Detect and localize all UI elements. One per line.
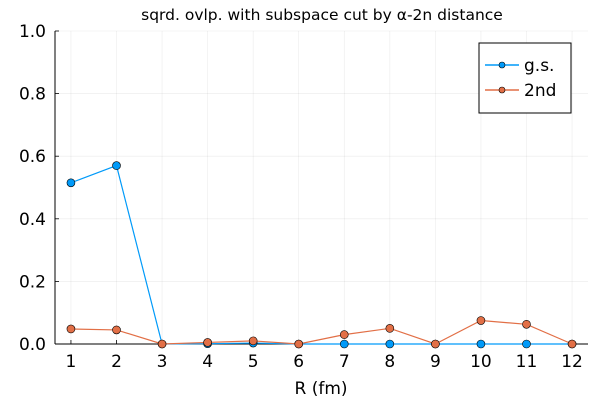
legend: g.s. 2nd <box>478 42 572 114</box>
data-point <box>567 339 577 349</box>
chart-title: sqrd. ovlp. with subspace cut by α-2n di… <box>141 6 503 24</box>
y-tick-label: 0.2 <box>19 272 46 292</box>
x-tick-label: 9 <box>430 352 441 372</box>
y-tick-labels: 0.0 0.2 0.4 0.6 0.8 1.0 <box>19 22 46 355</box>
x-tick-label: 3 <box>157 352 168 372</box>
x-tick-label: 7 <box>339 352 350 372</box>
x-tick-label: 10 <box>470 352 492 372</box>
x-axis-label: R (fm) <box>294 379 347 399</box>
x-tick-label: 11 <box>516 352 538 372</box>
x-tick-labels: 1 2 3 4 5 6 7 8 9 10 11 12 <box>66 352 583 372</box>
legend-box <box>478 42 572 114</box>
data-point <box>157 339 167 349</box>
data-point <box>339 339 349 349</box>
y-tick-label: 0.4 <box>19 210 46 230</box>
x-tick-label: 6 <box>293 352 304 372</box>
series-layer <box>66 161 577 349</box>
legend-marker <box>498 61 506 69</box>
data-point <box>476 339 486 349</box>
data-point <box>431 339 440 349</box>
legend-label: g.s. <box>524 56 554 76</box>
data-point <box>385 339 395 349</box>
data-point <box>66 178 76 188</box>
x-tick-label: 4 <box>202 352 213 372</box>
data-point <box>522 319 531 329</box>
data-point <box>112 325 121 335</box>
x-tick-label: 2 <box>111 352 122 372</box>
y-tick-label: 0.8 <box>19 85 46 105</box>
data-point <box>203 338 212 347</box>
x-tick-label: 5 <box>248 352 259 372</box>
x-tick-label: 12 <box>561 352 583 372</box>
data-point <box>66 324 76 334</box>
x-tick-label: 1 <box>66 352 77 372</box>
y-tick-label: 0.6 <box>19 147 46 167</box>
series-line-1 <box>70 319 573 345</box>
data-point <box>522 339 531 349</box>
legend-label: 2nd <box>524 81 556 101</box>
data-point <box>112 161 121 170</box>
data-point <box>248 336 258 346</box>
legend-marker <box>498 86 506 94</box>
x-tick-label: 8 <box>384 352 395 372</box>
y-tick-label: 0.0 <box>19 335 46 355</box>
data-point <box>476 316 486 325</box>
series-line-0 <box>70 164 573 345</box>
data-point <box>385 324 395 333</box>
data-point <box>294 339 304 349</box>
data-point <box>339 330 349 339</box>
y-tick-label: 1.0 <box>19 22 46 42</box>
